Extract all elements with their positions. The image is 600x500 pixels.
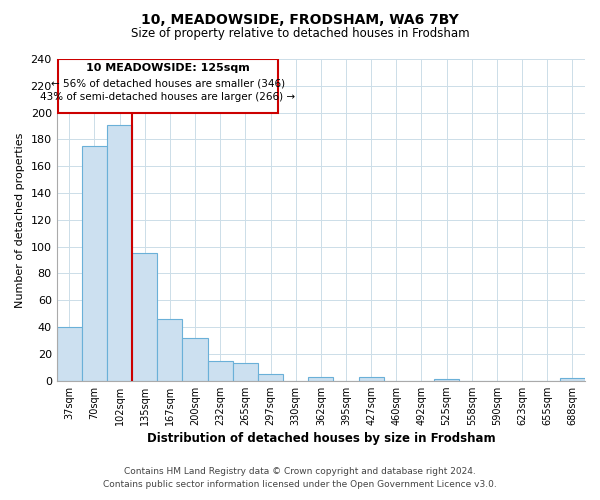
- Bar: [308, 376, 334, 380]
- Bar: [132, 254, 157, 380]
- Text: 10 MEADOWSIDE: 125sqm: 10 MEADOWSIDE: 125sqm: [86, 64, 250, 74]
- Bar: [258, 374, 283, 380]
- Bar: [233, 364, 258, 380]
- Bar: [82, 146, 107, 380]
- Bar: [359, 376, 384, 380]
- X-axis label: Distribution of detached houses by size in Frodsham: Distribution of detached houses by size …: [146, 432, 495, 445]
- Text: Size of property relative to detached houses in Frodsham: Size of property relative to detached ho…: [131, 28, 469, 40]
- Bar: [182, 338, 208, 380]
- Y-axis label: Number of detached properties: Number of detached properties: [15, 132, 25, 308]
- FancyBboxPatch shape: [58, 59, 278, 112]
- Bar: [208, 360, 233, 380]
- Text: Contains HM Land Registry data © Crown copyright and database right 2024.
Contai: Contains HM Land Registry data © Crown c…: [103, 468, 497, 489]
- Bar: [560, 378, 585, 380]
- Text: 43% of semi-detached houses are larger (266) →: 43% of semi-detached houses are larger (…: [40, 92, 296, 102]
- Text: ← 56% of detached houses are smaller (346): ← 56% of detached houses are smaller (34…: [51, 78, 285, 88]
- Bar: [56, 327, 82, 380]
- Text: 10, MEADOWSIDE, FRODSHAM, WA6 7BY: 10, MEADOWSIDE, FRODSHAM, WA6 7BY: [141, 12, 459, 26]
- Bar: [157, 319, 182, 380]
- Bar: [107, 124, 132, 380]
